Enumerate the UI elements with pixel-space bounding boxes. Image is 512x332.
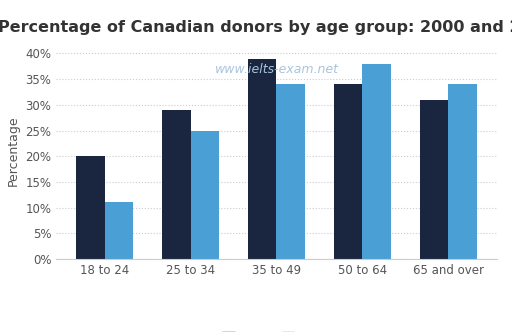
Bar (162, 110, 190, 259)
Bar (334, 84, 362, 259)
Bar (104, 203, 133, 259)
Text: www.ielts-exam.net: www.ielts-exam.net (215, 62, 338, 76)
Bar (362, 64, 391, 259)
Y-axis label: Percentage: Percentage (7, 116, 20, 186)
Bar (76, 156, 104, 259)
Bar (276, 84, 305, 259)
Bar (420, 100, 449, 259)
Title: Percentage of Canadian donors by age group: 2000 and 2015: Percentage of Canadian donors by age gro… (0, 20, 512, 35)
Legend: 2000, 2015: 2000, 2015 (217, 326, 336, 332)
Bar (248, 58, 276, 259)
Bar (190, 130, 219, 259)
Bar (449, 84, 477, 259)
